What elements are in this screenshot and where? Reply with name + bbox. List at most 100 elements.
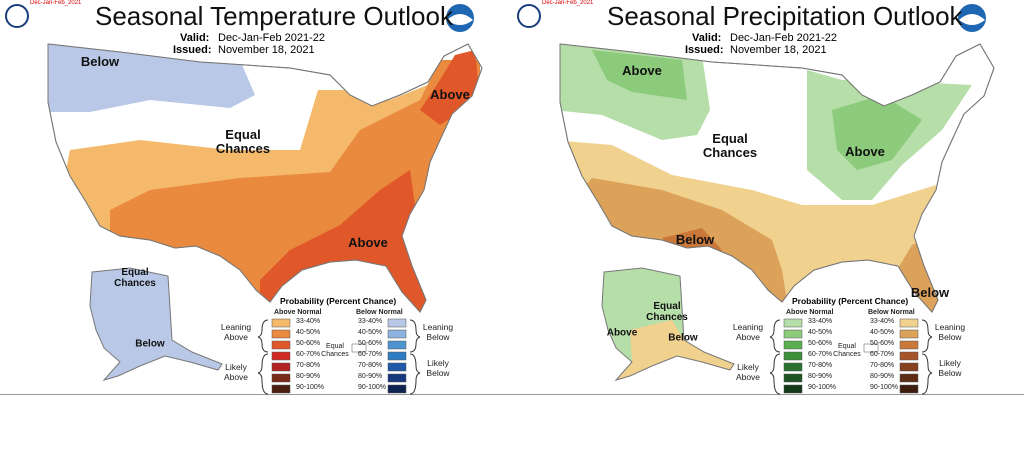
- region-label: Equal Chances: [646, 301, 688, 323]
- equal-swatch: [863, 343, 879, 353]
- below-swatch: [899, 329, 919, 339]
- range-label: 33-40%: [808, 318, 833, 325]
- region-label: Equal Chances: [702, 131, 758, 160]
- range-label: 90-100%: [358, 384, 387, 391]
- likely-below: Likely Below: [938, 358, 962, 378]
- range-label: 70-80%: [296, 362, 321, 369]
- conus-outline: [47, 43, 483, 313]
- issued-value: November 18, 2021: [218, 44, 315, 56]
- brace: [769, 319, 781, 353]
- alaska-outline: [601, 267, 735, 381]
- issued-label: Issued:: [685, 44, 724, 56]
- range-label: 70-80%: [808, 362, 833, 369]
- range-label: 50-60%: [808, 340, 833, 347]
- above-swatch: [783, 373, 803, 383]
- above-swatch: [783, 384, 803, 394]
- map: [5, 2, 483, 395]
- range-label: 33-40%: [296, 318, 321, 325]
- below-swatch: [387, 384, 407, 394]
- above-swatch: [271, 373, 291, 383]
- alaska: [602, 268, 734, 380]
- range-label: 80-90%: [358, 373, 383, 380]
- region-label: Equal Chances: [215, 127, 271, 156]
- below-swatch: [899, 351, 919, 361]
- bottom-rule: [0, 394, 1024, 395]
- brace: [257, 319, 269, 353]
- outlook-region: [592, 50, 687, 100]
- equal-chances: Equal Chances: [833, 343, 861, 358]
- leaning-above: Leaning Above: [220, 322, 252, 342]
- issued-label: Issued:: [173, 44, 212, 56]
- region-label: Below: [80, 54, 120, 69]
- region-label: Above: [845, 144, 885, 159]
- region-label: Equal Chances: [114, 267, 156, 289]
- region-label: Below: [910, 285, 950, 300]
- below-swatch: [899, 384, 919, 394]
- brace: [921, 353, 933, 395]
- brace: [409, 319, 421, 353]
- legend-title: Probability (Percent Chance): [280, 296, 397, 306]
- range-label: 40-50%: [808, 329, 833, 336]
- range-label: 33-40%: [870, 318, 895, 325]
- below-swatch: [387, 362, 407, 372]
- above-swatch: [271, 351, 291, 361]
- below-swatch: [387, 351, 407, 361]
- leaning-below: Leaning Below: [934, 322, 966, 342]
- region-label: Above: [606, 327, 638, 339]
- range-label: 60-70%: [808, 351, 833, 358]
- issued-value: November 18, 2021: [730, 44, 827, 56]
- range-label: 70-80%: [358, 362, 383, 369]
- range-label: 90-100%: [296, 384, 325, 391]
- range-label: 50-60%: [296, 340, 321, 347]
- above-swatch: [783, 340, 803, 350]
- legend-title: Probability (Percent Chance): [792, 296, 909, 306]
- region-label: Below: [135, 338, 165, 350]
- issue-tag: Dec-Jan-Feb_2021: [30, 0, 82, 6]
- below-swatch: [387, 373, 407, 383]
- below-swatch: [899, 362, 919, 372]
- range-label: 80-90%: [808, 373, 833, 380]
- region-label: Above: [348, 235, 388, 250]
- below-swatch: [387, 340, 407, 350]
- above-swatch: [271, 340, 291, 350]
- below-swatch: [899, 318, 919, 328]
- alaska: [90, 268, 222, 380]
- range-label: 80-90%: [296, 373, 321, 380]
- likely-below: Likely Below: [426, 358, 450, 378]
- alaska-outline: [89, 267, 223, 381]
- map-title: Seasonal Temperature Outlook: [95, 1, 453, 31]
- region-label: Below: [675, 232, 715, 247]
- brace: [409, 353, 421, 395]
- above-swatch: [271, 318, 291, 328]
- range-label: 70-80%: [870, 362, 895, 369]
- legend-below-header: Below Normal: [868, 309, 915, 316]
- below-swatch: [387, 329, 407, 339]
- likely-above: Likely Above: [735, 362, 761, 382]
- above-swatch: [783, 318, 803, 328]
- region-label: Above: [622, 63, 662, 78]
- brace: [257, 353, 269, 395]
- conus-outline: [559, 43, 995, 313]
- range-label: 40-50%: [296, 329, 321, 336]
- valid-label: Valid:: [180, 32, 210, 44]
- region-label: Above: [430, 87, 470, 102]
- legend-above-header: Above Normal: [786, 309, 834, 316]
- below-swatch: [899, 373, 919, 383]
- below-swatch: [899, 340, 919, 350]
- region-label: Below: [668, 332, 698, 344]
- range-label: 33-40%: [358, 318, 383, 325]
- equal-swatch: [351, 343, 367, 353]
- noaa-bird: [447, 14, 473, 25]
- range-label: 50-60%: [358, 340, 383, 347]
- noaa-bird: [959, 14, 985, 25]
- brace: [921, 319, 933, 353]
- range-label: 60-70%: [296, 351, 321, 358]
- below-swatch: [387, 318, 407, 328]
- equal-chances: Equal Chances: [321, 343, 349, 358]
- alaska-region: [616, 320, 734, 380]
- range-label: 60-70%: [870, 351, 895, 358]
- above-swatch: [783, 329, 803, 339]
- range-label: 50-60%: [870, 340, 895, 347]
- legend-below-header: Below Normal: [356, 309, 403, 316]
